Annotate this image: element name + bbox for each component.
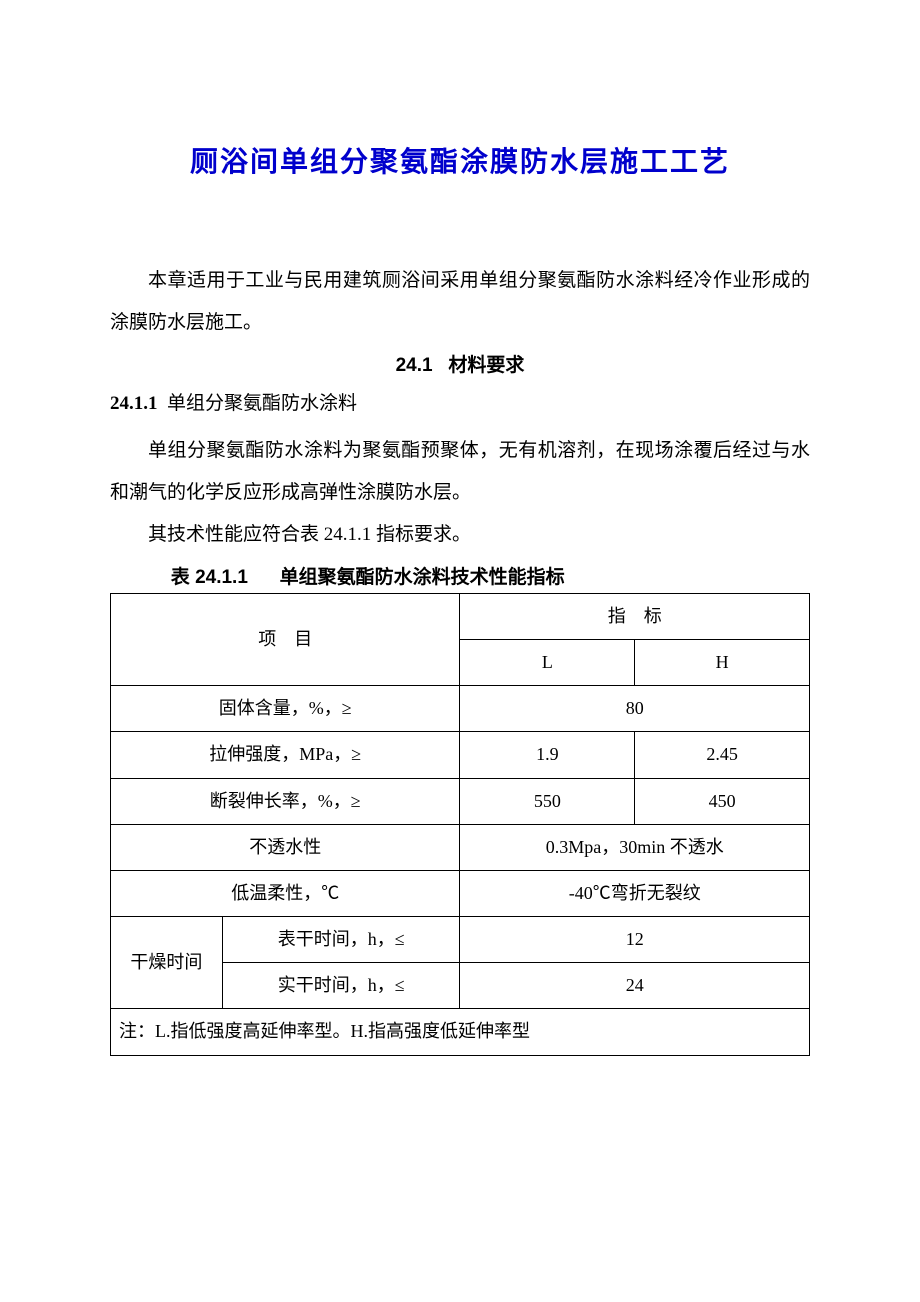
document-title: 厕浴间单组分聚氨酯涂膜防水层施工工艺 [110,140,810,180]
intro-paragraph: 本章适用于工业与民用建筑厕浴间采用单组分聚氨酯防水涂料经冷作业形成的涂膜防水层施… [110,260,810,344]
spec-table: 项 目 指 标 L H 固体含量，%，≥ 80 拉伸强度，MPa，≥ 1.9 2… [110,593,810,1056]
header-index: 指 标 [460,593,810,639]
section-24-1-heading: 24.1 材料要求 [110,350,810,377]
table-row: 断裂伸长率，%，≥ 550 450 [111,778,810,824]
page: 厕浴间单组分聚氨酯涂膜防水层施工工艺 本章适用于工业与民用建筑厕浴间采用单组分聚… [0,0,920,1136]
table-row: 固体含量，%，≥ 80 [111,686,810,732]
cell-value: 80 [460,686,810,732]
table-row: 拉伸强度，MPa，≥ 1.9 2.45 [111,732,810,778]
subsection-24-1-1: 24.1.1 单组分聚氨酯防水涂料 [110,383,810,425]
cell-value: 1.9 [460,732,635,778]
table-row: 项 目 指 标 [111,593,810,639]
cell-item: 断裂伸长率，%，≥ [111,778,460,824]
table-caption-number: 表 24.1.1 [171,567,248,588]
table-row: 干燥时间 表干时间，h，≤ 12 [111,917,810,963]
cell-value: 2.45 [635,732,810,778]
table-caption-text: 单组聚氨酯防水涂料技术性能指标 [280,567,565,588]
cell-item: 固体含量，%，≥ [111,686,460,732]
cell-item: 表干时间，h，≤ [222,917,460,963]
cell-value: -40℃弯折无裂纹 [460,870,810,916]
cell-item: 不透水性 [111,824,460,870]
paragraph-2: 其技术性能应符合表 24.1.1 指标要求。 [110,514,810,556]
cell-item: 拉伸强度，MPa，≥ [111,732,460,778]
subsection-number: 24.1.1 [110,393,158,414]
header-L: L [460,639,635,685]
table-row: 低温柔性，℃ -40℃弯折无裂纹 [111,870,810,916]
paragraph-1: 单组分聚氨酯防水涂料为聚氨酯预聚体，无有机溶剂，在现场涂覆后经过与水和潮气的化学… [110,430,810,514]
cell-value: 450 [635,778,810,824]
cell-value: 24 [460,963,810,1009]
subsection-label: 单组分聚氨酯防水涂料 [167,393,357,414]
cell-item: 实干时间，h，≤ [222,963,460,1009]
cell-value: 0.3Mpa，30min 不透水 [460,824,810,870]
header-H: H [635,639,810,685]
cell-item: 低温柔性，℃ [111,870,460,916]
cell-value: 550 [460,778,635,824]
table-row: 注：L.指低强度高延伸率型。H.指高强度低延伸率型 [111,1009,810,1055]
header-item: 项 目 [111,593,460,685]
section-number: 24.1 [396,355,433,376]
table-note: 注：L.指低强度高延伸率型。H.指高强度低延伸率型 [111,1009,810,1055]
table-caption: 表 24.1.1 单组聚氨酯防水涂料技术性能指标 [110,562,810,589]
cell-value: 12 [460,917,810,963]
table-row: 不透水性 0.3Mpa，30min 不透水 [111,824,810,870]
section-label: 材料要求 [448,355,524,376]
cell-dry-label: 干燥时间 [111,917,223,1009]
